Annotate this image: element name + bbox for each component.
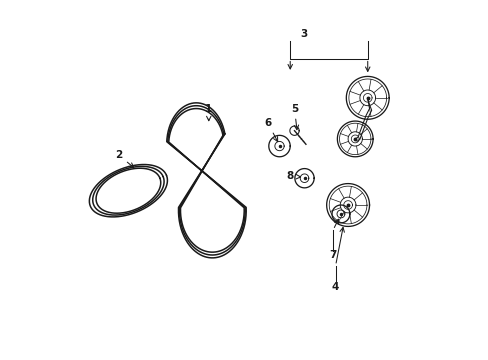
Text: 1: 1 [205,104,212,121]
Text: 5: 5 [290,104,298,130]
Text: 6: 6 [264,118,277,141]
Text: 4: 4 [331,282,339,292]
Text: 3: 3 [299,28,306,39]
Text: 7: 7 [329,250,336,260]
Text: 8: 8 [286,171,300,181]
Text: 2: 2 [115,150,133,167]
